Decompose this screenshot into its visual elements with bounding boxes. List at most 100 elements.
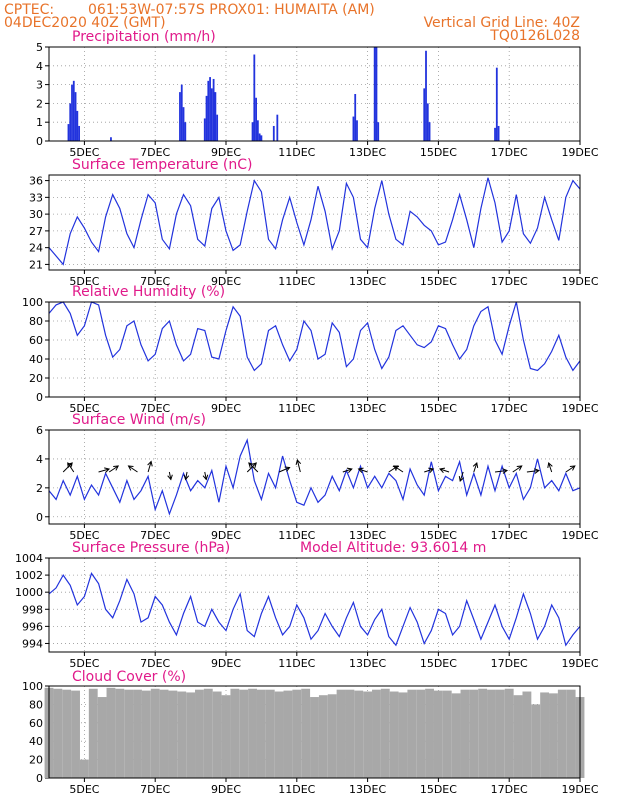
header-grid-note: Vertical Grid Line: 40Z bbox=[424, 15, 580, 31]
precip-xtick-label: 11DEC bbox=[278, 146, 315, 159]
cloud-bar bbox=[159, 689, 169, 778]
precip-bar bbox=[426, 103, 429, 141]
precip-bar bbox=[110, 137, 112, 141]
wind-arrow-head bbox=[147, 460, 153, 467]
precip-plot: 0 1 2 3 4 5 5DEC 7DEC 9DEC 11DEC 13DEC 15DEC 17DEC 19… bbox=[36, 41, 599, 159]
temp-ytick-label: 33 bbox=[29, 191, 43, 204]
wind-arrow-head bbox=[439, 467, 446, 474]
cloud-xtick-label: 7DEC bbox=[140, 783, 170, 796]
wind-arrow-head bbox=[67, 462, 73, 469]
precip-xtick-label: 13DEC bbox=[349, 146, 386, 159]
cloud-title: Cloud Cover (%) bbox=[72, 669, 186, 685]
cloud-xtick-label: 5DEC bbox=[69, 783, 99, 796]
precip-ytick-label: 1 bbox=[36, 116, 43, 129]
cloud-xtick-label: 19DEC bbox=[561, 783, 598, 796]
precip-xtick-label: 17DEC bbox=[491, 146, 528, 159]
precip-bar bbox=[76, 110, 79, 141]
cloud-bar bbox=[150, 688, 160, 778]
wind-arrow-head bbox=[472, 462, 479, 469]
pressure-ytick-label: 996 bbox=[22, 620, 43, 633]
wind-arrow-head bbox=[458, 475, 465, 482]
cloud-bar bbox=[256, 689, 266, 778]
cloud-bar bbox=[557, 689, 567, 778]
cloud-bar bbox=[442, 690, 452, 778]
cloud-bar bbox=[248, 688, 257, 778]
precip-bar bbox=[256, 120, 259, 141]
cloud-bar bbox=[230, 688, 240, 778]
rh-xtick-label: 7DEC bbox=[140, 402, 170, 415]
cloud-bar bbox=[186, 692, 196, 778]
wind-arrow bbox=[246, 462, 257, 473]
cloud-xtick-label: 11DEC bbox=[278, 783, 315, 796]
wind-arrow bbox=[98, 468, 110, 473]
precip-bar bbox=[182, 107, 185, 141]
precip-bar bbox=[428, 122, 431, 141]
cloud-bar bbox=[504, 688, 514, 778]
precip-ytick-label: 4 bbox=[36, 60, 43, 73]
wind-arrow bbox=[512, 465, 523, 473]
wind-arrow-head bbox=[248, 462, 254, 468]
precip-bar bbox=[184, 122, 187, 141]
pressure-ytick-label: 1004 bbox=[15, 552, 43, 565]
rh-xtick-label: 17DEC bbox=[491, 402, 528, 415]
wind-arrow-head bbox=[183, 474, 190, 481]
wind-arrow bbox=[358, 468, 368, 473]
cloud-bar bbox=[433, 690, 443, 778]
cloud-bar bbox=[451, 693, 461, 778]
pressure-ytick-label: 1002 bbox=[15, 569, 43, 582]
temp-xtick-label: 5DEC bbox=[69, 275, 99, 288]
cloud-bar bbox=[124, 689, 134, 778]
wind-arrow bbox=[296, 459, 301, 473]
wind-arrow bbox=[248, 462, 259, 473]
cloud-ytick-label: 0 bbox=[36, 772, 43, 785]
wind-arrow bbox=[494, 470, 508, 473]
wind-arrow bbox=[424, 468, 434, 473]
precip-bar bbox=[377, 122, 380, 141]
wind-xtick-label: 13DEC bbox=[349, 529, 386, 542]
precip-bar bbox=[180, 84, 183, 141]
wind-ytick-label: 2 bbox=[36, 482, 43, 495]
temp-xtick-label: 13DEC bbox=[349, 275, 386, 288]
cloud-bar bbox=[469, 689, 479, 778]
cloud-bar bbox=[53, 688, 63, 778]
precip-bar bbox=[356, 120, 358, 141]
cloud-bar bbox=[398, 692, 408, 778]
precip-bar bbox=[207, 80, 210, 141]
precip-bar bbox=[205, 95, 208, 141]
wind-arrow bbox=[168, 471, 172, 480]
precip-bar bbox=[497, 125, 500, 141]
wind-arrow bbox=[278, 467, 290, 473]
precip-ytick-label: 0 bbox=[36, 135, 43, 148]
cloud-bar bbox=[133, 689, 142, 778]
pressure-xtick-label: 9DEC bbox=[211, 657, 241, 670]
wind-xtick-label: 9DEC bbox=[211, 529, 241, 542]
precip-bar bbox=[276, 114, 279, 141]
wind-ytick-label: 4 bbox=[36, 453, 43, 466]
rh-xtick-label: 15DEC bbox=[420, 402, 457, 415]
cloud-xtick-label: 13DEC bbox=[349, 783, 386, 796]
wind-arrow-head bbox=[113, 465, 120, 471]
pressure-ytick-label: 998 bbox=[22, 603, 43, 616]
pressure-frame bbox=[48, 557, 581, 653]
cloud-bar bbox=[566, 689, 576, 778]
wind-arrow bbox=[439, 468, 450, 473]
wind-arrow-head bbox=[428, 467, 435, 474]
cloud-bar bbox=[336, 689, 346, 778]
wind-arrow-head bbox=[393, 465, 400, 471]
precip-ytick-label: 3 bbox=[36, 79, 43, 92]
cloud-bar bbox=[318, 695, 328, 778]
precip-panel: Precipitation (mm/h) bbox=[72, 29, 216, 45]
cloud-bar bbox=[549, 693, 558, 778]
rh-xtick-label: 9DEC bbox=[211, 402, 241, 415]
rh-xtick-label: 11DEC bbox=[278, 402, 315, 415]
precip-bar bbox=[258, 133, 261, 141]
wind-arrow bbox=[147, 461, 152, 473]
wind-frame bbox=[48, 429, 581, 525]
cloud-bar bbox=[212, 691, 222, 778]
cloud-bar bbox=[389, 691, 399, 778]
cloud-bar bbox=[513, 695, 523, 778]
precip-xtick-label: 5DEC bbox=[69, 146, 99, 159]
header-model: TQ0126L028 bbox=[489, 28, 580, 44]
cloud-bar bbox=[407, 689, 417, 778]
